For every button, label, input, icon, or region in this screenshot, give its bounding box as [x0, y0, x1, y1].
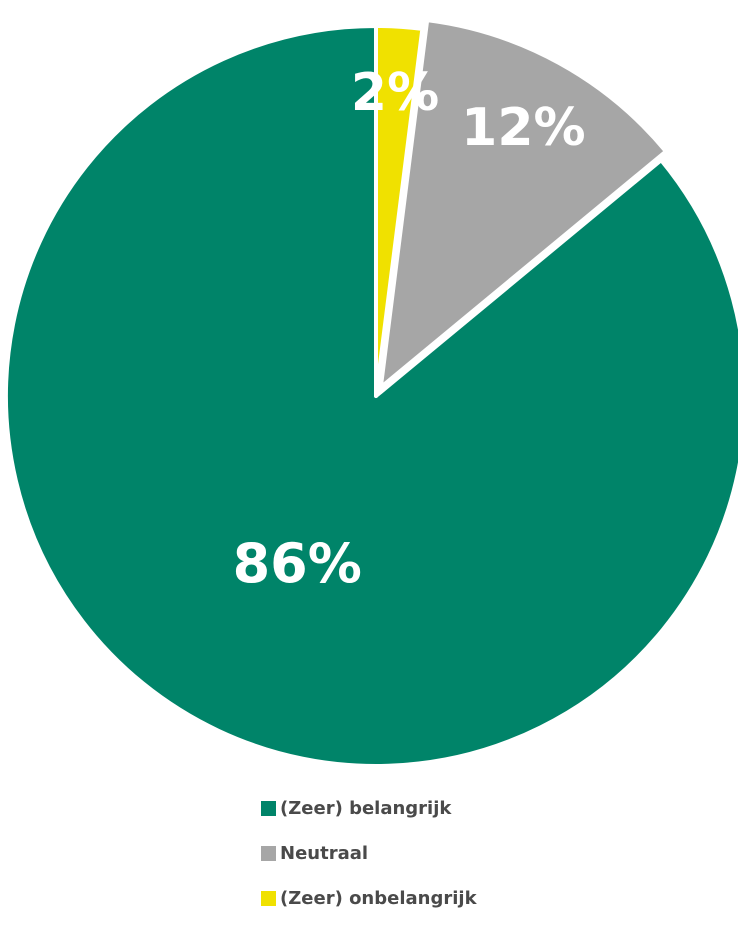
legend-item-belangrijk: (Zeer) belangrijk	[261, 793, 477, 824]
legend-swatch	[261, 801, 276, 816]
legend-swatch	[261, 846, 276, 861]
pie-slice-belangrijk	[4, 24, 738, 768]
chart-legend: (Zeer) belangrijk Neutraal (Zeer) onbela…	[261, 793, 477, 928]
data-label-belangrijk: 86%	[233, 532, 362, 595]
legend-item-onbelangrijk: (Zeer) onbelangrijk	[261, 883, 477, 914]
legend-item-neutraal: Neutraal	[261, 838, 477, 869]
data-label-neutraal: 12%	[461, 98, 585, 158]
pie-data-labels: 86% 12% 2%	[233, 63, 586, 595]
legend-label: (Zeer) onbelangrijk	[280, 888, 477, 909]
legend-swatch	[261, 891, 276, 906]
legend-label: (Zeer) belangrijk	[280, 798, 452, 819]
pie-slices	[4, 18, 738, 768]
data-label-onbelangrijk: 2%	[351, 63, 439, 123]
pie-slice-neutraal	[378, 18, 668, 390]
legend-label: Neutraal	[280, 843, 369, 864]
pie-slice-onbelangrijk	[374, 24, 425, 398]
